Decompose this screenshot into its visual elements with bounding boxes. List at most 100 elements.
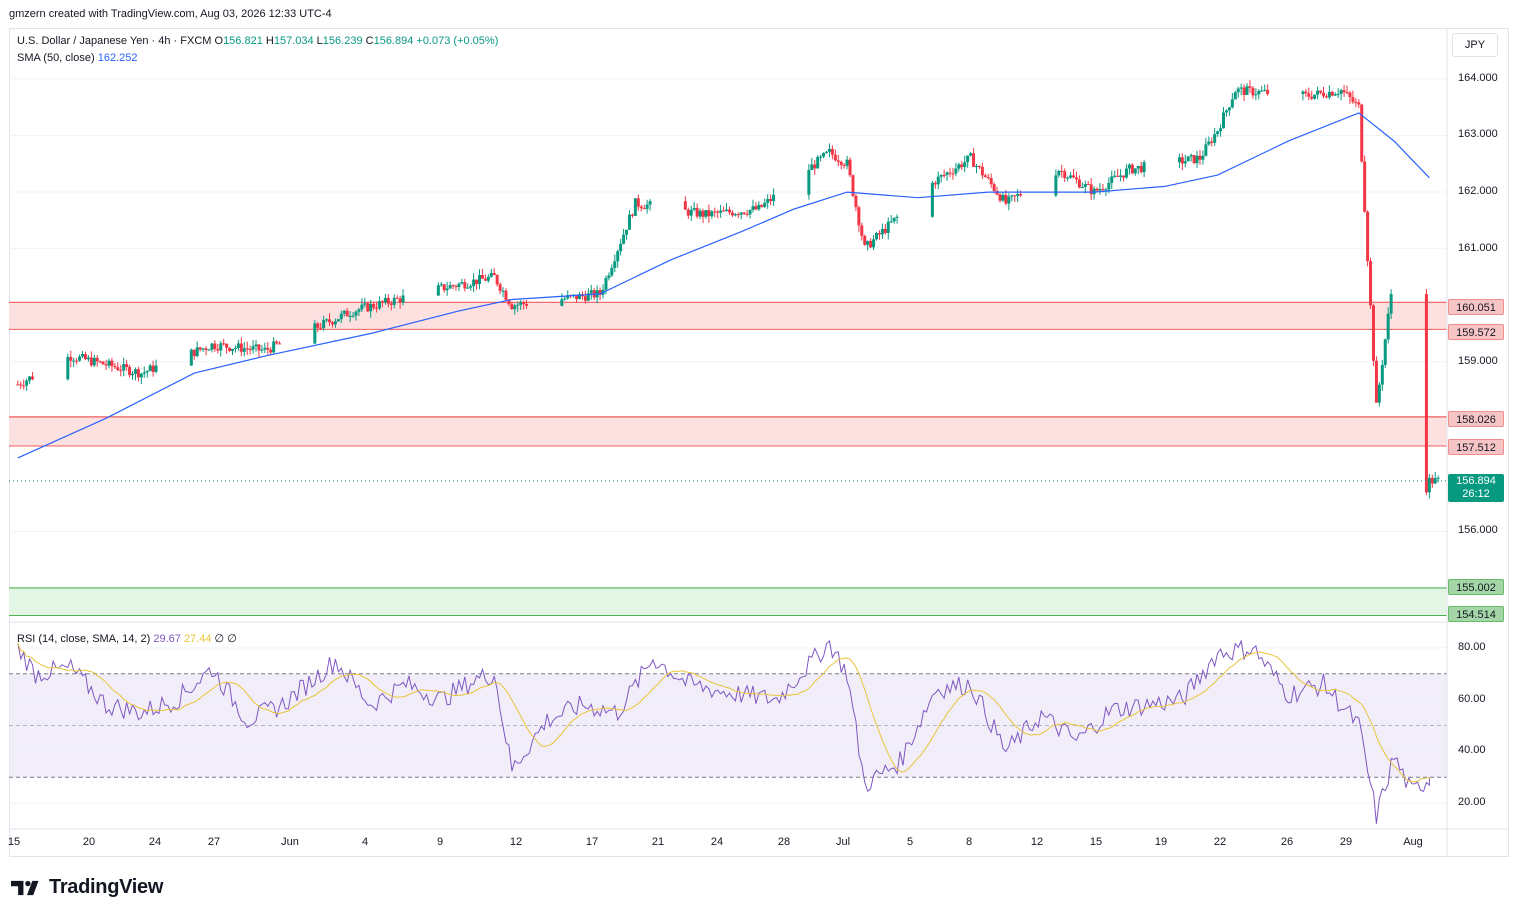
candle-body: [1198, 155, 1202, 160]
candle-body: [695, 208, 699, 217]
candle-body: [145, 371, 149, 373]
rsi-legend[interactable]: RSI (14, close, SMA, 14, 2) 29.67 27.44 …: [17, 632, 237, 645]
candle-body: [966, 155, 970, 163]
sma-legend[interactable]: SMA (50, close) 162.252: [17, 52, 137, 64]
candle-body: [704, 210, 708, 217]
candle-body: [1013, 195, 1017, 197]
candle-body: [28, 376, 32, 381]
candle-body: [863, 235, 867, 245]
candle-body: [992, 184, 996, 191]
candle-body: [1351, 97, 1355, 102]
time-tick-label: 28: [777, 836, 791, 848]
candle-body: [1080, 186, 1084, 188]
zone-2-top-tag: 158.026: [1448, 411, 1504, 427]
candle-body: [589, 290, 593, 294]
candle-body: [251, 346, 255, 350]
candle-body: [525, 304, 529, 306]
symbol-name[interactable]: U.S. Dollar / Japanese Yen · 4h · FXCM: [17, 35, 212, 47]
candle-body: [739, 212, 743, 215]
candle-body: [948, 172, 952, 174]
rsi-line: [17, 639, 1430, 824]
candle-body: [566, 295, 570, 299]
candle-body: [354, 311, 358, 316]
candle-body: [686, 209, 690, 216]
candle-body: [645, 204, 649, 209]
candle-body: [454, 286, 458, 288]
candle-body: [627, 214, 631, 230]
candle-body: [745, 213, 749, 215]
candle-body: [383, 297, 387, 303]
candle-body: [980, 166, 984, 176]
candle-body: [825, 151, 829, 153]
candle-body: [92, 357, 96, 366]
candle-body: [1104, 189, 1108, 191]
candle-body: [807, 170, 811, 195]
candle-body: [610, 267, 614, 276]
currency-button[interactable]: JPY: [1452, 33, 1498, 57]
candle-body: [1177, 157, 1181, 163]
candle-body: [1307, 93, 1311, 97]
candle-body: [1069, 175, 1073, 178]
candle-body: [883, 228, 887, 233]
candle-body: [154, 365, 158, 372]
time-tick-label: 8: [965, 836, 973, 848]
candle-body: [577, 294, 581, 300]
candle-body: [451, 285, 455, 287]
candle-body: [854, 195, 858, 208]
candle-body: [598, 290, 602, 295]
zone-2-bottom-tag: 157.512: [1448, 439, 1504, 455]
candle-body: [957, 164, 961, 169]
candle-body: [1124, 168, 1128, 178]
candle-body: [245, 348, 249, 350]
candle-body: [210, 343, 214, 350]
zone-2-resistance: [9, 416, 1447, 446]
candle-body: [1004, 194, 1008, 204]
candle-body: [380, 301, 384, 303]
candle-body: [1386, 313, 1390, 340]
candle-body: [139, 373, 143, 378]
candle-body: [510, 304, 514, 310]
candle-body: [1072, 175, 1076, 178]
candle-body: [319, 327, 323, 329]
candle-body: [1310, 96, 1314, 99]
candle-body: [1113, 175, 1117, 177]
candle-body: [822, 152, 826, 157]
candle-body: [648, 201, 652, 205]
candle-body: [1054, 175, 1058, 196]
candle-body: [736, 214, 740, 216]
candle-body: [81, 353, 85, 357]
candle-body: [86, 357, 90, 360]
candle-body: [16, 384, 20, 386]
time-tick-label: 15: [7, 836, 21, 848]
candle-body: [1110, 176, 1114, 183]
time-tick-label: 17: [585, 836, 599, 848]
candle-body: [228, 347, 232, 351]
attribution-bar: gmzern created with TradingView.com, Aug…: [0, 0, 1519, 28]
candle-body: [986, 177, 990, 179]
candle-body: [730, 212, 734, 216]
zone-1-top-tag: 160.051: [1448, 299, 1504, 315]
high-value: 157.034: [273, 35, 314, 47]
candle-body: [504, 290, 508, 300]
candle-body: [604, 277, 608, 290]
candle-body: [1316, 90, 1320, 95]
candle-body: [989, 178, 993, 185]
candle-body: [733, 214, 737, 216]
brand-name: TradingView: [49, 876, 164, 898]
candle-body: [639, 206, 643, 209]
candle-body: [839, 161, 843, 166]
candle-body: [1057, 170, 1061, 176]
candle-body: [1354, 101, 1358, 103]
candle-body: [1127, 164, 1131, 169]
high-label: H: [265, 35, 274, 47]
candle-body: [1001, 194, 1005, 201]
candle-body: [727, 209, 731, 213]
candle-body: [977, 165, 981, 167]
candle-body: [754, 206, 758, 210]
tradingview-brand[interactable]: TradingView: [11, 876, 163, 899]
price-tick-label: 162.000: [1458, 185, 1498, 198]
candle-body: [875, 233, 879, 240]
time-tick-label: 29: [1339, 836, 1353, 848]
candle-body: [619, 243, 623, 252]
